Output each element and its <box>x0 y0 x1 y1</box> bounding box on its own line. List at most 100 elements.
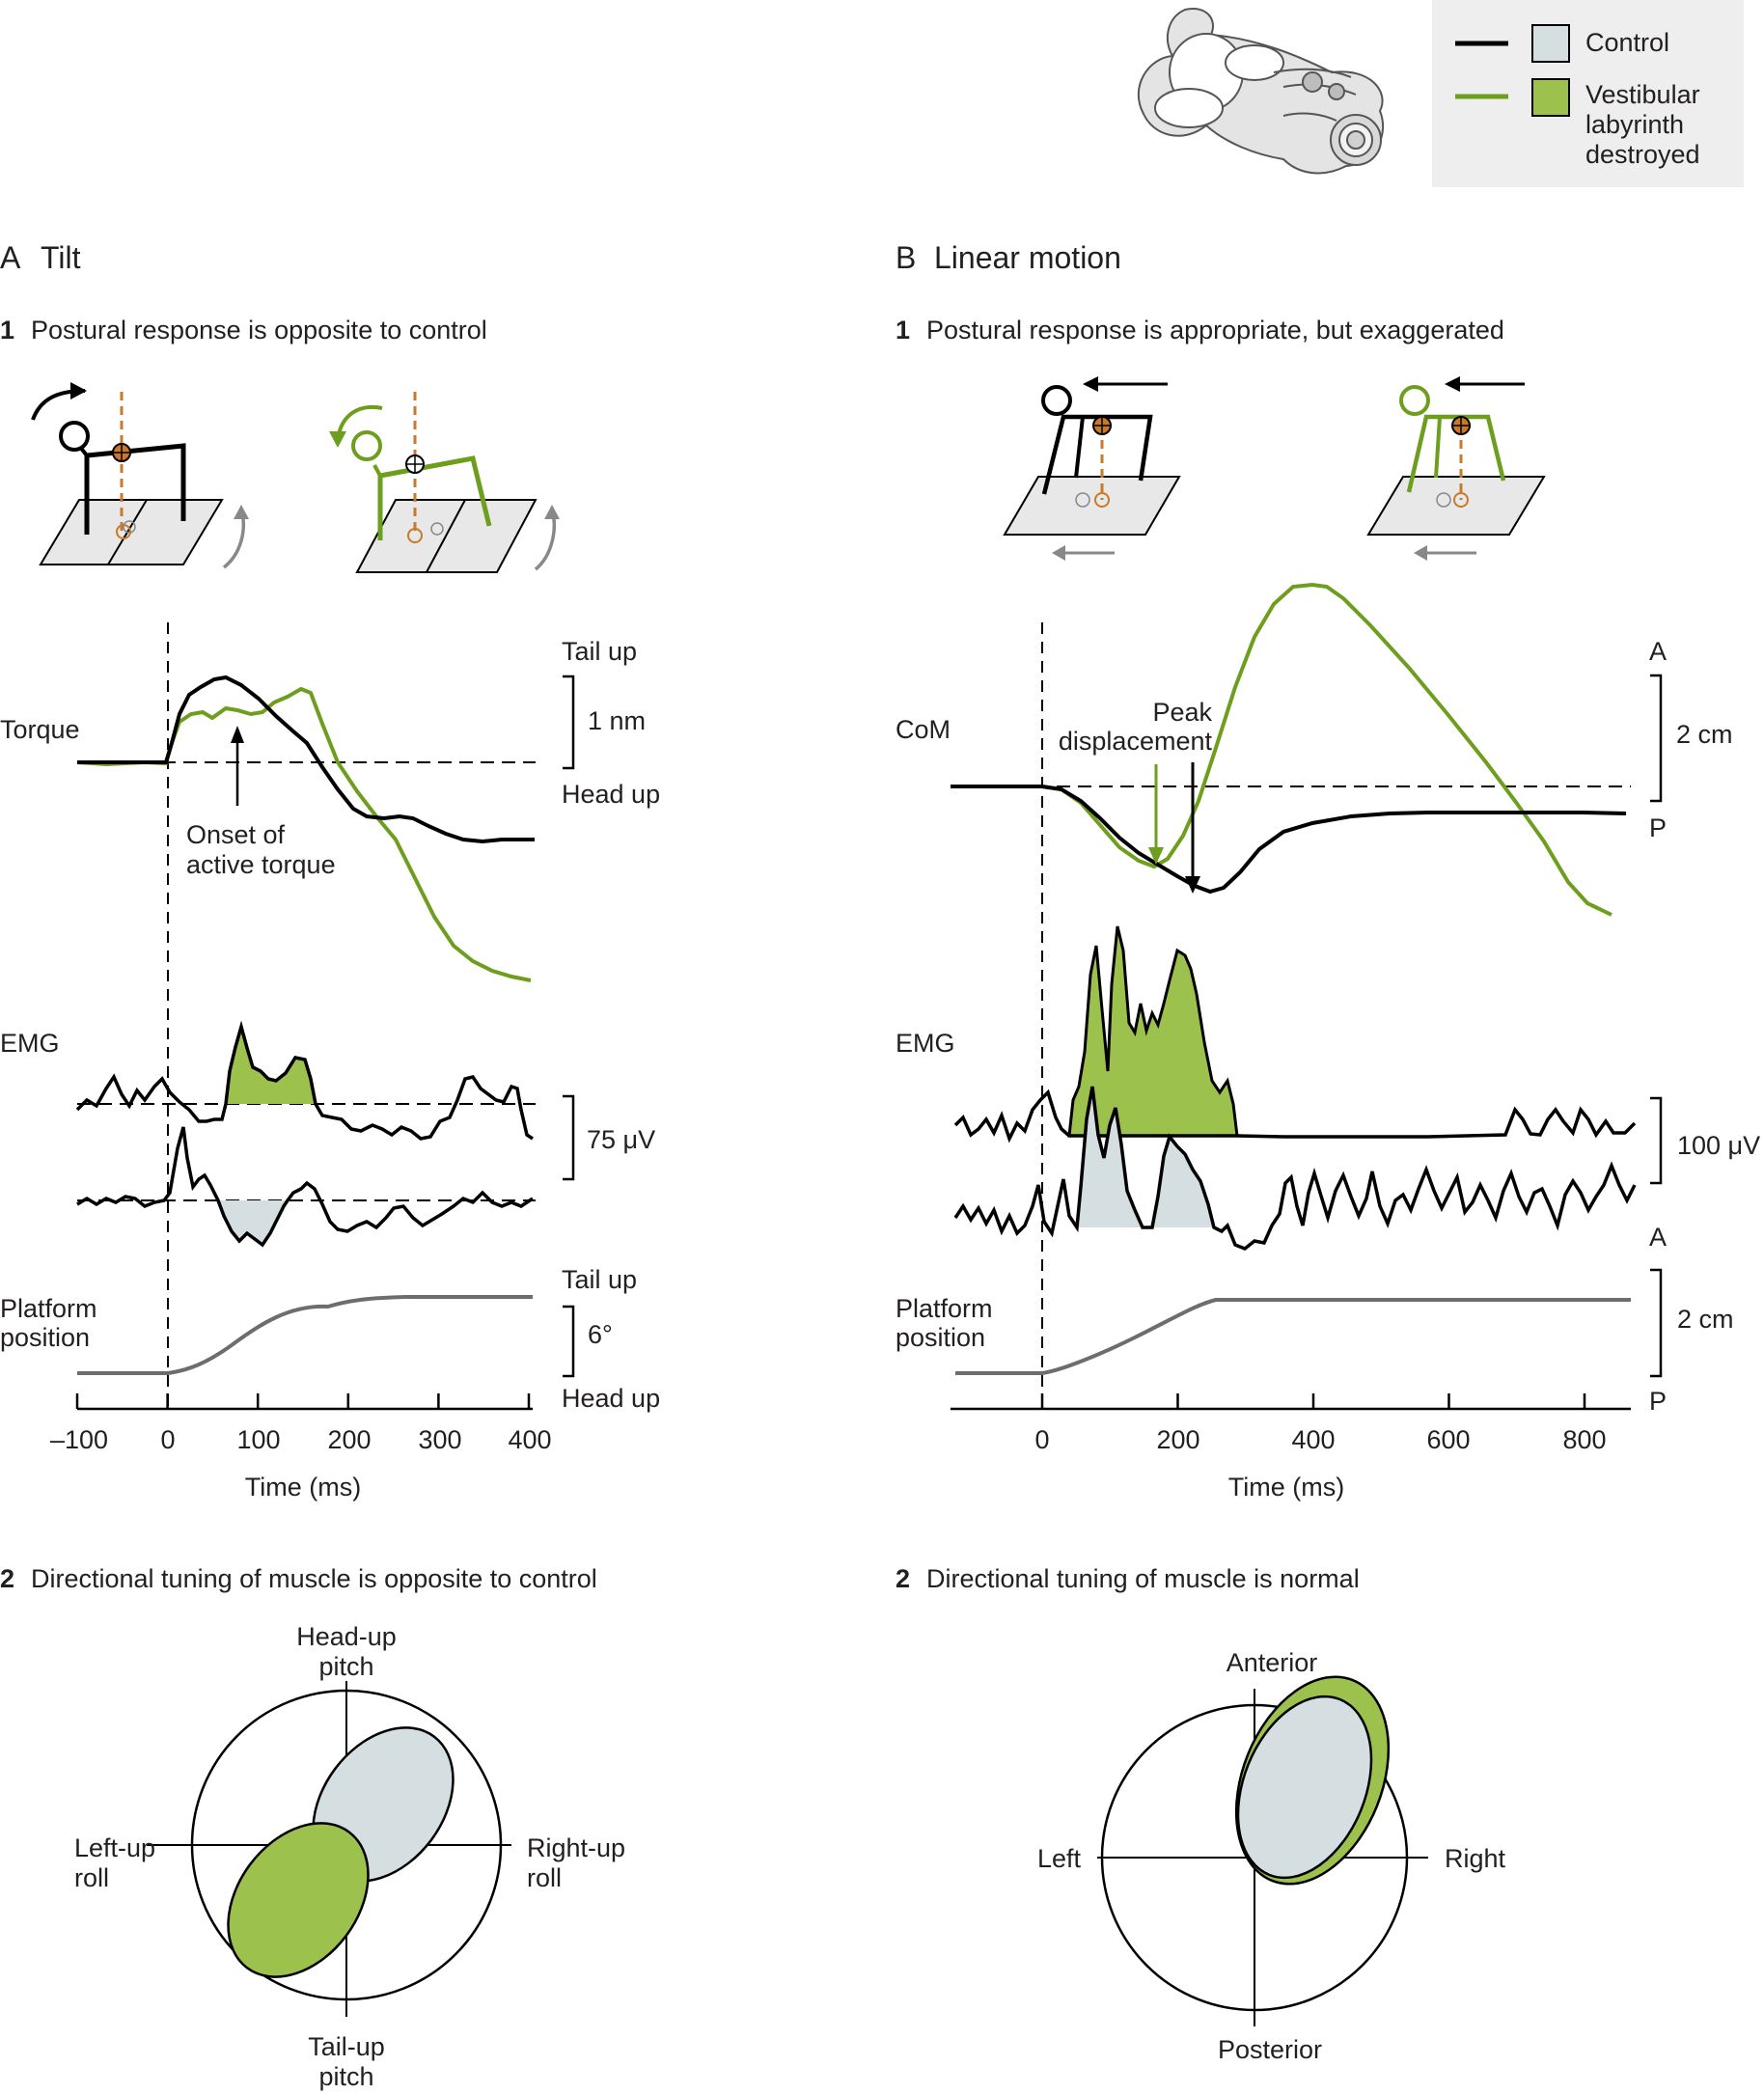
linear-schematic-control <box>1003 376 1181 561</box>
panel-a-tick-marks <box>75 1393 531 1409</box>
emg-a-lower-trace <box>76 1126 534 1248</box>
panel-b-sub1-title: Postural response is appropriate, but ex… <box>926 316 1504 344</box>
torque-scale-label: 1 nm <box>588 706 646 735</box>
platform-a-top-label: Tail up <box>562 1265 637 1294</box>
platform-a-label-1: Platform <box>0 1294 97 1323</box>
emg-b-scale-label: 100 μV <box>1677 1131 1760 1160</box>
torque-trace-control <box>77 675 535 844</box>
torque-label: Torque <box>0 715 80 744</box>
emg-a-scale-bracket <box>563 1094 575 1181</box>
panel-a-tick-label: –100 <box>50 1425 108 1454</box>
panel-b-letter: B <box>896 240 916 275</box>
torque-trace-lesion <box>76 686 532 982</box>
polar-a-top-label-1: Head-up <box>296 1622 397 1651</box>
com-trace-lesion <box>951 582 1612 917</box>
emg-label-b: EMG <box>896 1029 955 1058</box>
panel-a-sub1-title: Postural response is opposite to control <box>31 316 487 344</box>
panel-b-tick-label: 400 <box>1291 1425 1335 1454</box>
panel-b-tick-label: 800 <box>1562 1425 1606 1454</box>
panel-a-tick-label: 300 <box>418 1425 461 1454</box>
onset-label-1: Onset of <box>186 820 286 849</box>
panel-a-tick-label: 200 <box>327 1425 371 1454</box>
panel-a-tick-label: 0 <box>160 1425 175 1454</box>
panel-a-tick-labels: –100 0 100 200 300 400 <box>50 1425 552 1454</box>
com-scale-label: 2 cm <box>1676 720 1733 749</box>
torque-bottom-label: Head up <box>562 780 660 809</box>
platform-a-trace <box>77 1295 533 1375</box>
panel-a-title: Tilt <box>41 240 81 275</box>
panel-a-tick-label: 400 <box>508 1425 551 1454</box>
emg-a-lesion-fill <box>226 1027 316 1104</box>
polar-a-top-label-2: pitch <box>318 1652 373 1681</box>
legend-lesion-swatch <box>1531 78 1570 117</box>
com-bottom-label: P <box>1649 813 1667 842</box>
panel-b-tick-marks <box>1040 1393 1586 1409</box>
emg-a-upper-trace <box>75 1020 534 1141</box>
polar-a-bottom-label-2: pitch <box>318 2062 373 2091</box>
panel-a-x-axis-label: Time (ms) <box>245 1473 361 1502</box>
platform-b-scale-label: 2 cm <box>1677 1305 1734 1334</box>
emg-a-scale-label: 75 μV <box>587 1125 655 1154</box>
panel-a-traces: Torque Onset of active torque Tail up 1 … <box>0 622 660 1502</box>
peak-arrowhead-control <box>1185 876 1200 894</box>
panel-a-sub2-number: 2 <box>0 1564 14 1593</box>
emg-b-marker-label: A <box>1649 1223 1667 1252</box>
tilt-schematic-control <box>31 382 249 569</box>
legend-lesion-label-3: destroyed <box>1585 140 1700 169</box>
polar-a-left-label-1: Left-up <box>74 1833 155 1862</box>
panel-b-tick-label: 600 <box>1426 1425 1470 1454</box>
emg-label-a: EMG <box>0 1029 60 1058</box>
emg-b-lesion-fill <box>1067 925 1239 1138</box>
panel-b-header: B Linear motion 1 Postural response is a… <box>896 240 1504 344</box>
panel-b-sub2-title: Directional tuning of muscle is normal <box>926 1564 1360 1593</box>
panel-a-sub1-number: 1 <box>0 316 14 344</box>
platform-a-scale-label: 6° <box>588 1320 613 1349</box>
com-trace-control <box>951 785 1627 895</box>
panel-a-letter: A <box>0 240 21 275</box>
panel-b-sub2-number: 2 <box>896 1564 910 1593</box>
panel-b-tick-label: 200 <box>1156 1425 1199 1454</box>
panel-b-traces: CoM Peak displacement A 2 cm P EMG 100 μ… <box>896 582 1760 1502</box>
panel-b-tick-label: 0 <box>1034 1425 1049 1454</box>
polar-b-top-label: Anterior <box>1227 1648 1318 1677</box>
torque-scale-bracket <box>563 675 575 770</box>
onset-label-2: active torque <box>186 850 336 879</box>
com-top-label: A <box>1649 637 1667 666</box>
legend-background <box>1432 0 1744 187</box>
platform-a-bottom-label: Head up <box>562 1384 660 1413</box>
polar-a-left-label-2: roll <box>74 1863 109 1892</box>
polar-a-right-label-1: Right-up <box>527 1833 625 1862</box>
emg-b-upper-trace <box>953 1088 1637 1143</box>
panel-b-title: Linear motion <box>934 240 1121 275</box>
inner-ear-illustration <box>1137 8 1385 175</box>
panel-b-tick-labels: 0 200 400 600 800 <box>1034 1425 1606 1454</box>
polar-b-right-label: Right <box>1445 1844 1506 1873</box>
peak-label-1: Peak <box>1152 698 1212 727</box>
platform-a-label-2: position <box>0 1323 90 1352</box>
emg-b-lower-trace <box>953 1086 1637 1252</box>
com-label: CoM <box>896 715 951 744</box>
platform-b-label-2: position <box>896 1323 985 1352</box>
polar-plot-linear: Anterior Posterior Left Right <box>1037 1648 1506 2064</box>
polar-b-control-ellipse <box>1236 1694 1373 1880</box>
panel-a-tick-label: 100 <box>236 1425 280 1454</box>
legend-control-label: Control <box>1585 28 1669 57</box>
polar-b-left-label: Left <box>1037 1844 1082 1873</box>
linear-schematic-lesion <box>1366 376 1546 561</box>
legend-control-swatch <box>1531 24 1570 63</box>
panel-b-sub1-number: 1 <box>896 316 910 344</box>
platform-a-scale-bracket <box>563 1305 575 1378</box>
legend: Control Vestibular labyrinth destroyed <box>1432 0 1744 187</box>
peak-label-2: displacement <box>1059 727 1213 756</box>
platform-b-label-1: Platform <box>896 1294 993 1323</box>
polar-plot-tilt: Head-up pitch Tail-up pitch Left-up roll… <box>74 1622 625 2091</box>
legend-lesion-label-1: Vestibular <box>1585 80 1700 109</box>
panel-a-header: A Tilt 1 Postural response is opposite t… <box>0 240 487 344</box>
panel-b-x-axis-label: Time (ms) <box>1228 1473 1344 1502</box>
emg-b-scale-bracket <box>1650 1096 1663 1185</box>
polar-a-bottom-label-1: Tail-up <box>308 2032 385 2061</box>
polar-a-right-label-2: roll <box>527 1863 562 1892</box>
platform-b-trace <box>955 1298 1631 1375</box>
onset-arrowhead <box>231 726 244 743</box>
